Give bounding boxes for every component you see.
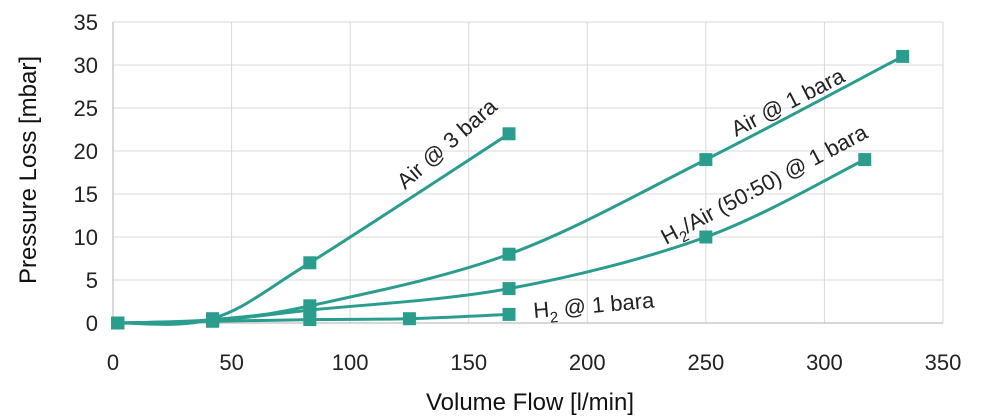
- x-tick-label: 300: [806, 350, 843, 375]
- series-1-marker: [896, 49, 910, 63]
- series-0-marker: [303, 256, 317, 270]
- series-label-air-1bara: Air @ 1 bara: [727, 63, 849, 142]
- y-tick-label: 30: [74, 53, 98, 78]
- series-3-marker: [502, 307, 516, 321]
- x-tick-label: 100: [332, 350, 369, 375]
- y-tick-label: 20: [74, 139, 98, 164]
- series-line-0: [116, 132, 511, 326]
- x-tick-label: 150: [450, 350, 487, 375]
- series-1-marker: [699, 153, 713, 167]
- y-tick-label: 15: [74, 182, 98, 207]
- y-axis-title: Pressure Loss [mbar]: [15, 56, 42, 284]
- series-2-marker: [699, 230, 713, 244]
- x-tick-label: 250: [687, 350, 724, 375]
- y-tick-label: 35: [74, 10, 98, 35]
- x-tick-label: 0: [107, 350, 119, 375]
- y-tick-label: 10: [74, 225, 98, 250]
- series-3-marker: [303, 313, 317, 327]
- series-1-marker: [502, 247, 516, 261]
- y-tick-label: 0: [86, 311, 98, 336]
- x-tick-label: 350: [925, 350, 962, 375]
- series-3-marker: [402, 312, 416, 326]
- series-3-marker: [206, 314, 220, 328]
- series-0-marker: [502, 127, 516, 141]
- y-tick-label: 25: [74, 96, 98, 121]
- x-tick-label: 50: [219, 350, 243, 375]
- series-3-marker: [111, 316, 125, 330]
- series-layer: [111, 49, 910, 330]
- x-tick-label: 200: [569, 350, 606, 375]
- series-2-marker: [858, 153, 872, 167]
- grid-layer: [112, 21, 944, 324]
- series-label-h2air-1bara: H2/Air (50:50) @ 1 bara: [657, 119, 875, 254]
- y-tick-label: 5: [86, 268, 98, 293]
- series-2-marker: [502, 282, 516, 296]
- series-label-h2-1bara: H2 @ 1 bara: [532, 287, 656, 328]
- x-axis-title: Volume Flow [l/min]: [426, 389, 634, 416]
